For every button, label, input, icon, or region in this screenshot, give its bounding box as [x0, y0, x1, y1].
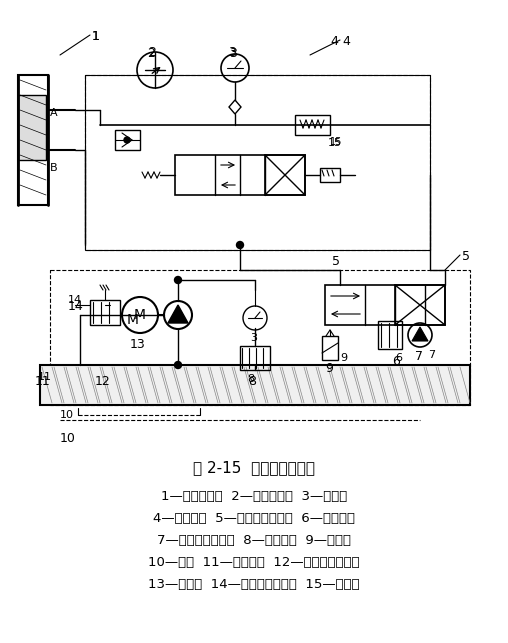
Bar — [240, 346, 270, 370]
Text: 3: 3 — [229, 47, 237, 60]
Bar — [18, 95, 46, 160]
Text: 4—分配阀组  5—三位四通电磁阀  6—精过滤器: 4—分配阀组 5—三位四通电磁阀 6—精过滤器 — [153, 512, 355, 525]
Text: 9: 9 — [325, 362, 333, 375]
Text: 14: 14 — [68, 295, 82, 305]
Bar — [378, 321, 402, 349]
Bar — [175, 155, 305, 195]
Text: 11: 11 — [35, 375, 51, 388]
Text: 10—油箱  11—电加热器  12—工作管路齿轮泵: 10—油箱 11—电加热器 12—工作管路齿轮泵 — [148, 556, 360, 569]
Text: 8: 8 — [248, 375, 256, 388]
Bar — [40, 365, 470, 405]
Text: 12: 12 — [95, 375, 111, 388]
Text: 2: 2 — [148, 46, 156, 59]
Polygon shape — [168, 305, 188, 323]
Text: 图 2-15  液压系统原理图: 图 2-15 液压系统原理图 — [193, 460, 315, 475]
Text: 7: 7 — [415, 350, 423, 363]
Bar — [295, 115, 330, 135]
Bar — [115, 130, 140, 150]
Text: 2: 2 — [147, 47, 155, 60]
Text: 4: 4 — [330, 35, 338, 48]
Text: 3: 3 — [250, 333, 257, 343]
Bar — [265, 155, 305, 195]
Text: 7—操纵管路液压泵  8—粗过滤器  9—溢流阀: 7—操纵管路液压泵 8—粗过滤器 9—溢流阀 — [157, 534, 351, 547]
Text: 4: 4 — [342, 35, 350, 48]
Bar — [85, 75, 430, 250]
Text: 5: 5 — [462, 250, 470, 263]
Text: 10: 10 — [60, 432, 76, 445]
Text: 15: 15 — [330, 137, 342, 147]
Text: M: M — [127, 313, 139, 327]
Bar — [85, 75, 430, 250]
Text: M: M — [134, 308, 146, 322]
Bar — [322, 336, 338, 360]
Text: 15: 15 — [328, 138, 342, 148]
Circle shape — [175, 361, 181, 368]
Text: 9: 9 — [340, 353, 347, 363]
Bar — [320, 168, 340, 182]
Bar — [90, 300, 120, 325]
Polygon shape — [412, 327, 428, 341]
Circle shape — [237, 242, 243, 248]
Text: A: A — [50, 108, 57, 118]
Circle shape — [124, 137, 130, 143]
Text: 6: 6 — [392, 355, 400, 368]
Text: 11: 11 — [38, 372, 52, 382]
Text: 1: 1 — [92, 30, 100, 43]
Bar — [18, 75, 48, 205]
Text: 13: 13 — [130, 338, 146, 351]
Text: B: B — [50, 163, 57, 173]
Bar — [395, 285, 445, 325]
Circle shape — [175, 276, 181, 284]
Text: 3: 3 — [228, 46, 236, 59]
Text: 1: 1 — [92, 30, 100, 43]
Text: 10: 10 — [60, 410, 74, 420]
Bar — [325, 285, 445, 325]
Text: 6: 6 — [395, 353, 402, 363]
Text: 14: 14 — [68, 300, 84, 313]
Text: 5: 5 — [332, 255, 340, 268]
Bar — [50, 270, 470, 405]
Text: 7: 7 — [428, 350, 435, 360]
Text: 8: 8 — [247, 374, 254, 384]
Text: 13—电动机  14—工作管路溢流阀  15—安全阀: 13—电动机 14—工作管路溢流阀 15—安全阀 — [148, 578, 360, 591]
Text: 1—变幅液压缸  2—液压缓冲器  3—压力表: 1—变幅液压缸 2—液压缓冲器 3—压力表 — [161, 490, 347, 503]
